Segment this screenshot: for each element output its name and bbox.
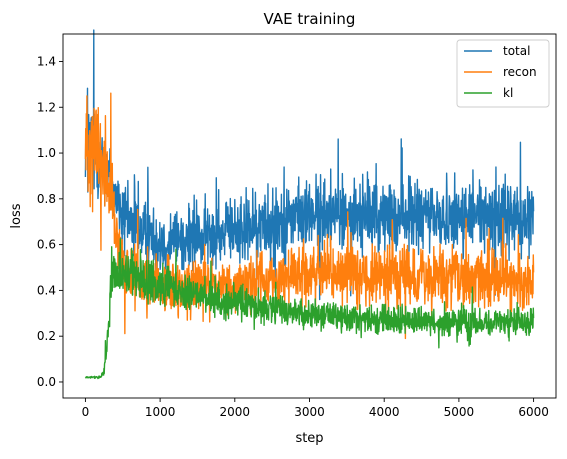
- legend-label-kl: kl: [503, 86, 513, 100]
- x-tick-label: 0: [82, 405, 90, 419]
- legend-label-total: total: [503, 44, 530, 58]
- y-axis-label: loss: [9, 203, 24, 228]
- chart-title: VAE training: [264, 10, 356, 28]
- y-tick-label: 0.8: [37, 192, 56, 206]
- y-tick-label: 0.6: [37, 238, 56, 252]
- x-tick-label: 3000: [294, 405, 325, 419]
- y-tick-label: 0.4: [37, 283, 56, 297]
- y-tick-label: 1.0: [37, 146, 56, 160]
- y-axis-ticks: 0.0 0.2 0.4 0.6 0.8 1.0 1.2 1.4: [37, 54, 63, 389]
- x-tick-label: 1000: [145, 405, 176, 419]
- x-tick-label: 5000: [444, 405, 475, 419]
- y-tick-label: 0.0: [37, 375, 56, 389]
- x-tick-label: 6000: [518, 405, 549, 419]
- x-tick-label: 2000: [220, 405, 251, 419]
- x-tick-label: 4000: [369, 405, 400, 419]
- x-axis-ticks: 0 1000 2000 3000 4000 5000 6000: [82, 398, 549, 419]
- legend-label-recon: recon: [503, 65, 537, 79]
- y-tick-label: 1.2: [37, 100, 56, 114]
- legend: total recon kl: [457, 40, 549, 107]
- x-axis-label: step: [295, 431, 323, 446]
- y-tick-label: 0.2: [37, 329, 56, 343]
- y-tick-label: 1.4: [37, 54, 56, 68]
